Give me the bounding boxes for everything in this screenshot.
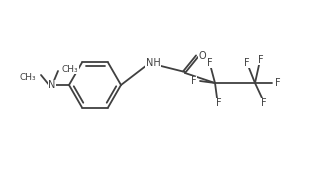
Text: CH₃: CH₃ <box>19 73 36 81</box>
Text: NH: NH <box>146 58 160 68</box>
Text: F: F <box>191 76 197 86</box>
Text: CH₃: CH₃ <box>62 64 79 73</box>
Text: F: F <box>258 55 264 65</box>
Text: F: F <box>244 58 250 68</box>
Text: F: F <box>216 98 222 108</box>
Text: O: O <box>198 51 206 61</box>
Text: F: F <box>275 78 281 88</box>
Text: F: F <box>207 58 213 68</box>
Text: F: F <box>261 98 267 108</box>
Text: N: N <box>48 80 56 90</box>
